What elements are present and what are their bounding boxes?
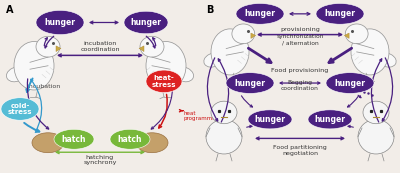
FancyArrowPatch shape (247, 125, 252, 128)
Text: hatching
synchrony: hatching synchrony (83, 155, 117, 165)
Ellipse shape (351, 29, 389, 75)
Polygon shape (251, 33, 256, 38)
FancyArrowPatch shape (26, 79, 32, 92)
FancyArrowPatch shape (27, 79, 49, 129)
Text: Food provisioning: Food provisioning (271, 68, 329, 72)
FancyArrowPatch shape (180, 110, 183, 112)
Ellipse shape (358, 119, 394, 154)
Ellipse shape (1, 98, 39, 120)
Ellipse shape (36, 10, 84, 35)
FancyArrowPatch shape (242, 96, 252, 107)
Ellipse shape (54, 129, 94, 149)
Ellipse shape (146, 42, 186, 90)
Text: hatch: hatch (118, 135, 142, 144)
Ellipse shape (211, 29, 249, 75)
Text: B: B (206, 5, 213, 15)
Ellipse shape (174, 67, 194, 82)
FancyArrowPatch shape (146, 36, 155, 48)
Text: hunger: hunger (334, 79, 366, 88)
Ellipse shape (204, 53, 222, 67)
FancyArrowPatch shape (153, 38, 156, 46)
Polygon shape (56, 46, 61, 52)
Text: hatch: hatch (62, 135, 86, 144)
Text: heat-
stress: heat- stress (152, 75, 176, 88)
Text: hunger: hunger (244, 9, 276, 18)
Ellipse shape (378, 53, 396, 67)
Polygon shape (139, 46, 144, 52)
Text: hunger: hunger (234, 79, 266, 88)
FancyArrowPatch shape (45, 36, 54, 48)
Ellipse shape (308, 110, 352, 129)
Ellipse shape (32, 133, 64, 153)
Ellipse shape (248, 110, 292, 129)
Ellipse shape (316, 3, 364, 24)
Ellipse shape (206, 119, 242, 154)
Text: hunger: hunger (254, 115, 286, 124)
Ellipse shape (211, 101, 237, 124)
FancyArrowPatch shape (382, 58, 393, 121)
Text: incubation
coordination: incubation coordination (80, 41, 120, 52)
FancyArrowPatch shape (348, 96, 358, 107)
FancyArrowPatch shape (371, 59, 382, 122)
FancyArrowPatch shape (207, 58, 218, 121)
Ellipse shape (110, 129, 150, 149)
Text: hunger: hunger (314, 115, 346, 124)
Text: hunger: hunger (130, 18, 162, 27)
FancyArrowPatch shape (348, 125, 353, 128)
Ellipse shape (36, 36, 60, 57)
Text: Begging
coordination: Begging coordination (281, 80, 319, 91)
FancyArrowPatch shape (159, 94, 167, 128)
Text: synchronization
/ alternation: synchronization / alternation (276, 34, 324, 45)
Ellipse shape (345, 24, 368, 44)
Text: heat
programming: heat programming (184, 111, 222, 121)
Ellipse shape (236, 3, 284, 24)
Ellipse shape (124, 11, 168, 34)
FancyArrowPatch shape (151, 79, 173, 129)
FancyArrowPatch shape (218, 59, 229, 122)
FancyArrowPatch shape (248, 48, 271, 63)
Ellipse shape (6, 67, 26, 82)
Ellipse shape (140, 36, 164, 57)
FancyArrowPatch shape (165, 79, 167, 87)
Polygon shape (344, 33, 349, 38)
Ellipse shape (14, 42, 54, 90)
FancyArrowPatch shape (31, 79, 42, 133)
FancyArrowPatch shape (44, 38, 47, 46)
Ellipse shape (146, 70, 182, 93)
Text: cold-
stress: cold- stress (8, 103, 32, 115)
Ellipse shape (136, 133, 168, 153)
Text: hunger: hunger (44, 18, 76, 27)
Ellipse shape (232, 24, 255, 44)
Text: provisioning: provisioning (280, 27, 320, 32)
Ellipse shape (326, 73, 374, 93)
FancyArrowPatch shape (24, 123, 39, 132)
Text: incubation: incubation (27, 84, 61, 89)
FancyArrowPatch shape (329, 48, 352, 63)
Text: Food partitioning
negotiation: Food partitioning negotiation (273, 145, 327, 156)
Text: A: A (6, 5, 14, 15)
Text: hunger: hunger (324, 9, 356, 18)
Ellipse shape (226, 73, 274, 93)
Ellipse shape (363, 101, 389, 124)
